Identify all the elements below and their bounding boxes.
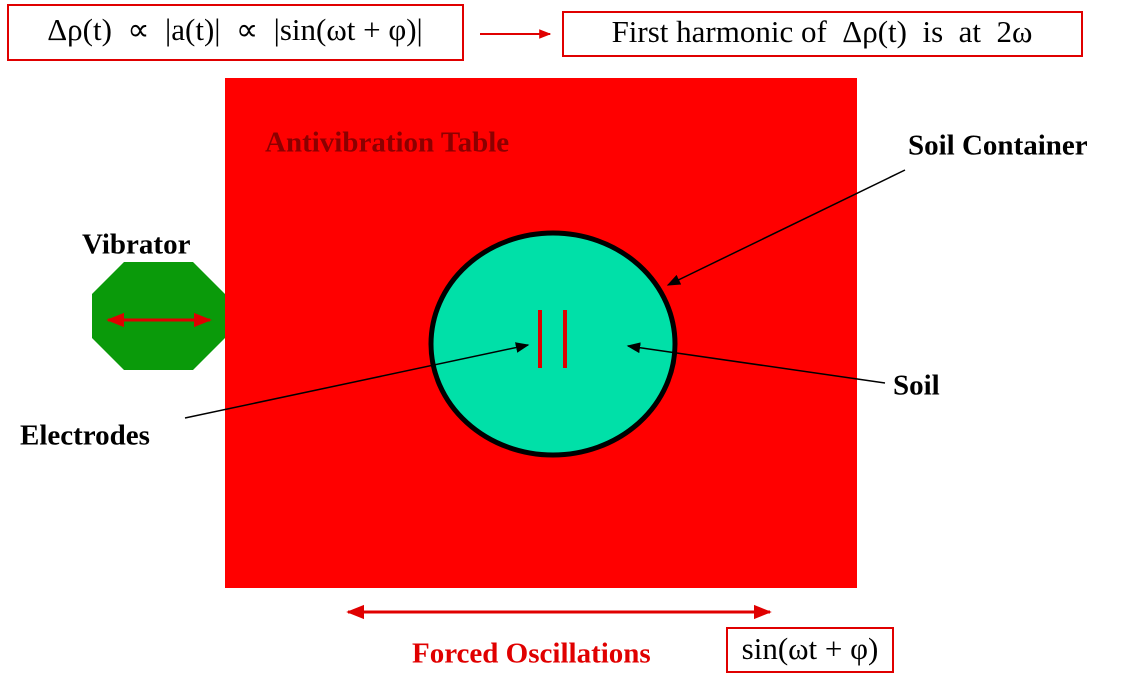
soil-label: Soil	[893, 370, 940, 402]
vibrator-label: Vibrator	[82, 229, 191, 261]
pointer	[666, 169, 906, 286]
result-box	[562, 11, 1083, 57]
soil-container	[428, 230, 678, 458]
footer-box	[726, 627, 894, 673]
pointer	[184, 342, 530, 419]
caption: Forced Oscillations	[412, 638, 651, 670]
pointer	[626, 342, 886, 384]
formula: Δρ(t) ∝ |a(t)| ∝ |sin(ωt + φ)|	[47, 12, 423, 47]
electrodes-label: Electrodes	[20, 420, 150, 452]
table-label: Antivibration Table	[265, 127, 509, 159]
formula-box	[7, 4, 464, 61]
result: First harmonic of Δρ(t) is at 2ω	[612, 14, 1033, 49]
container-label: Soil Container	[908, 130, 1088, 162]
footer-formula: sin(ωt + φ)	[742, 631, 879, 666]
vibrator	[92, 262, 225, 370]
